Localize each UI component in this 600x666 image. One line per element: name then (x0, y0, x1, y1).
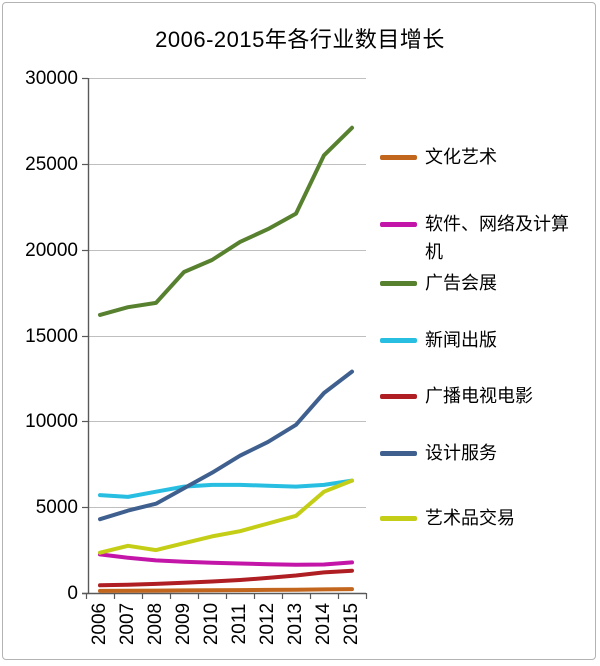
series-line-0 (98, 587, 354, 593)
series-line-2 (98, 125, 354, 317)
legend-label: 艺术品交易 (425, 508, 515, 528)
legend-item-4: 广播电视电影 (380, 382, 577, 410)
legend-item-1: 软件、网络及计算机 (380, 210, 577, 266)
x-tick-label: 2014 (313, 602, 334, 646)
y-tick-label: 20000 (25, 239, 78, 261)
series-line-5 (98, 369, 354, 522)
series-line-6 (98, 478, 354, 555)
chart-legend: 文化艺术软件、网络及计算机广告会展新闻出版广播电视电影 设计服务艺术品交易 (380, 0, 595, 666)
legend-swatch-icon (380, 394, 417, 399)
legend-item-6: 艺术品交易 (380, 504, 577, 532)
legend-swatch-icon (380, 155, 417, 160)
y-tick-label: 30000 (25, 67, 78, 89)
y-tick-label: 10000 (25, 410, 78, 432)
legend-label: 广告会展 (425, 273, 497, 293)
legend-label: 广播电视电影 (425, 386, 533, 406)
legend-swatch-icon (380, 222, 417, 227)
legend-swatch-icon (380, 516, 417, 521)
x-tick-label: 2009 (173, 602, 194, 646)
legend-label: 软件、网络及计算机 (425, 214, 569, 262)
x-tick-label: 2015 (341, 602, 362, 646)
y-tick-label: 5000 (35, 496, 78, 518)
y-tick-label: 0 (67, 582, 78, 604)
series-line-1 (98, 552, 354, 567)
legend-label: 新闻出版 (425, 330, 497, 350)
x-tick-label: 2010 (201, 602, 222, 646)
y-tick-label: 15000 (25, 325, 78, 347)
x-tick-label: 2007 (117, 602, 138, 646)
legend-item-5: 设计服务 (380, 439, 577, 467)
x-tick-label: 2012 (257, 602, 278, 646)
chart-title: 2006-2015年各行业数目增长 (155, 27, 445, 52)
series-line-4 (98, 568, 354, 588)
series-line-3 (98, 478, 354, 499)
x-tick-label: 2011 (229, 603, 250, 645)
legend-swatch-icon (380, 338, 417, 343)
legend-swatch-icon (380, 281, 417, 286)
legend-swatch-icon (380, 451, 417, 456)
x-tick-label: 2006 (89, 602, 110, 646)
legend-item-3: 新闻出版 (380, 326, 577, 354)
legend-label: 文化艺术 (425, 147, 497, 167)
y-tick-label: 25000 (25, 153, 78, 175)
legend-item-0: 文化艺术 (380, 143, 577, 171)
x-tick-label: 2008 (145, 602, 166, 646)
x-tick-label: 2013 (285, 602, 306, 646)
legend-label: 设计服务 (425, 443, 497, 463)
legend-item-2: 广告会展 (380, 269, 577, 297)
